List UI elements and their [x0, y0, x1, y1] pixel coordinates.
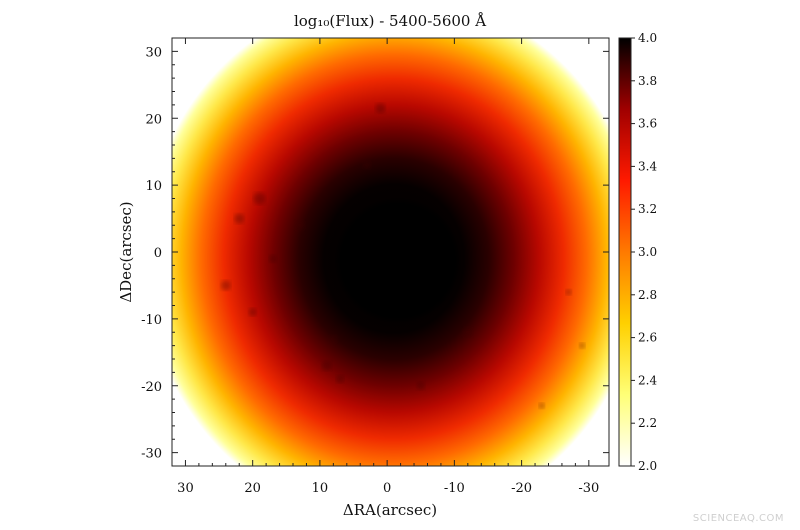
x-axis-label: ΔRA(arcsec) — [343, 501, 437, 519]
y-tick-label: -30 — [141, 447, 162, 462]
y-tick-label: 30 — [145, 45, 162, 60]
emission-knot — [579, 342, 586, 349]
x-tick-label: 10 — [312, 481, 329, 496]
colorbar-tick-label: 3.4 — [638, 159, 657, 173]
emission-knot — [248, 308, 257, 317]
flux-field — [172, 38, 609, 466]
chart-title: log₁₀(Flux) - 5400-5600 Å — [294, 12, 486, 30]
emission-knot — [234, 213, 245, 224]
x-tick-label: 30 — [177, 481, 194, 496]
y-tick-label: -10 — [141, 313, 162, 328]
emission-knot — [565, 289, 572, 296]
colorbar — [618, 37, 632, 467]
emission-knot — [329, 334, 338, 343]
colorbar-tick-label: 3.6 — [638, 117, 657, 131]
emission-knots — [220, 103, 586, 409]
y-axis-label: ΔDec(arcsec) — [117, 201, 135, 302]
colorbar-tick-label: 2.2 — [638, 416, 657, 430]
heatmap-area — [172, 38, 609, 466]
colorbar-tick-label: 2.4 — [638, 373, 657, 387]
emission-knot — [362, 161, 371, 170]
y-tick-label: 20 — [145, 112, 162, 127]
colorbar-tick-label: 2.8 — [638, 288, 657, 302]
x-tick-label: -20 — [511, 481, 532, 496]
x-axis: 30 20 10 0 -10 -20 -30 — [177, 38, 599, 496]
emission-knot — [268, 254, 277, 263]
watermark: SCIENCEAQ.COM — [692, 513, 784, 524]
emission-knot — [253, 192, 266, 205]
emission-knot — [538, 402, 545, 409]
colorbar-tick-label: 3.8 — [638, 74, 657, 88]
colorbar-ticks: 4.0 3.8 3.6 3.4 3.2 3.0 2.8 2.6 2.4 2.2 2.0 — [631, 31, 657, 473]
flux-core — [337, 200, 459, 321]
emission-knot — [220, 280, 231, 291]
emission-knot — [462, 327, 473, 338]
colorbar-tick-label: 3.2 — [638, 202, 657, 216]
emission-knot — [416, 381, 425, 390]
y-tick-label: 10 — [145, 179, 162, 194]
y-axis: 30 20 10 0 -10 -20 -30 — [141, 45, 609, 462]
x-tick-label: -30 — [578, 481, 599, 496]
emission-knot — [336, 375, 345, 384]
colorbar-tick-label: 3.0 — [638, 245, 657, 259]
emission-knot — [294, 220, 305, 231]
x-tick-label: 20 — [244, 481, 261, 496]
y-tick-label: -20 — [141, 380, 162, 395]
colorbar-tick-label: 2.0 — [638, 459, 657, 473]
colorbar-tick-label: 4.0 — [638, 31, 657, 45]
emission-knot — [321, 360, 332, 371]
y-tick-label: 0 — [154, 246, 162, 261]
x-tick-label: -10 — [444, 481, 465, 496]
colorbar-tick-label: 2.6 — [638, 331, 657, 345]
emission-knot — [375, 103, 386, 114]
x-tick-label: 0 — [383, 481, 391, 496]
